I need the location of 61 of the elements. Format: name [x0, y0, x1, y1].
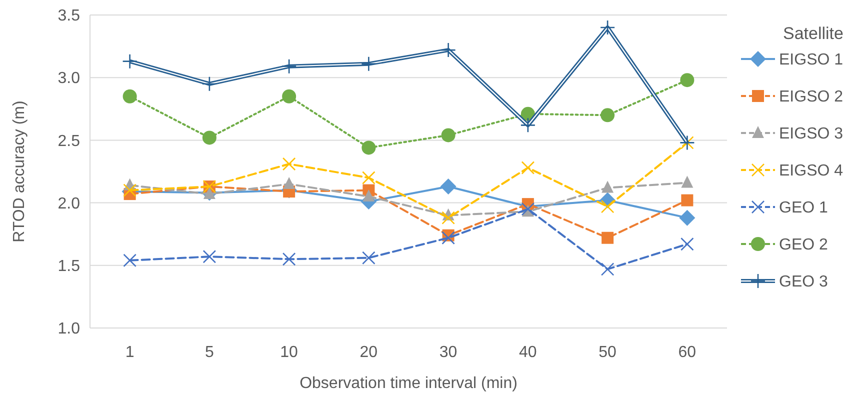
point: [600, 262, 614, 276]
x-axis-title: Observation time interval (min): [300, 375, 518, 392]
y-tick-label: 1.5: [58, 258, 80, 275]
point: [122, 89, 137, 104]
point: [202, 130, 216, 145]
x-tick-label: 5: [204, 344, 214, 361]
legend-label: EIGSO 2: [779, 88, 844, 106]
point: [202, 250, 216, 264]
legend-label: EIGSO 1: [779, 52, 844, 69]
point: [283, 177, 296, 190]
point: [600, 108, 615, 122]
point: [680, 237, 694, 251]
point: [123, 254, 136, 268]
legend-label: GEO 1: [779, 200, 828, 217]
x-tick-label: 20: [360, 344, 378, 361]
point: [680, 73, 694, 88]
point: [600, 20, 616, 36]
point: [440, 42, 456, 58]
legend-label: GEO 2: [779, 236, 828, 254]
point: [203, 187, 216, 200]
point: [441, 128, 456, 142]
x-tick-label: 40: [519, 344, 537, 361]
point: [679, 210, 696, 226]
legend-label: EIGSO 4: [779, 162, 844, 180]
point: [362, 140, 376, 155]
point: [123, 184, 136, 197]
x-tick-label: 30: [439, 344, 458, 361]
x-tick-label: 50: [598, 344, 617, 361]
point: [521, 202, 535, 216]
point: [362, 251, 376, 265]
point: [362, 190, 375, 202]
x-tick-label: 1: [125, 344, 134, 361]
point: [520, 118, 536, 133]
x-tick-label: 10: [280, 344, 298, 361]
point: [440, 178, 456, 195]
point: [202, 76, 218, 92]
point: [282, 89, 296, 104]
y-tick-label: 3.0: [58, 70, 80, 88]
y-tick-label: 2.0: [58, 195, 80, 212]
point: [442, 211, 455, 224]
x-tick-label: 60: [678, 344, 696, 361]
point: [282, 157, 296, 171]
point: [122, 54, 138, 69]
point: [362, 171, 376, 184]
point: [681, 194, 694, 206]
point: [600, 200, 614, 214]
y-tick-label: 3.5: [58, 8, 80, 25]
point: [361, 56, 376, 72]
point: [521, 161, 535, 174]
legend-label: EIGSO 3: [779, 126, 844, 143]
legend-label: GEO 3: [779, 274, 828, 291]
y-tick-label: 2.5: [58, 132, 80, 150]
point: [442, 231, 455, 245]
y-tick-label: 1.0: [58, 320, 80, 338]
y-axis-title: RTOD accuracy (m): [11, 100, 28, 242]
point: [681, 176, 694, 188]
legend-title: Satellite: [783, 24, 844, 43]
point: [602, 180, 614, 193]
point: [602, 232, 614, 244]
point: [282, 252, 296, 266]
point: [281, 58, 297, 74]
